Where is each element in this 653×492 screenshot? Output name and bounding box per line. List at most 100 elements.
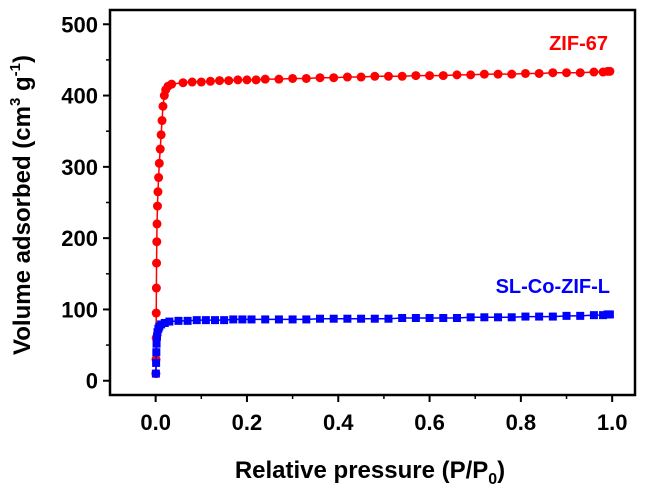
x-tick-label: 1.0 bbox=[597, 410, 628, 435]
x-tick-label: 0.0 bbox=[140, 410, 171, 435]
data-point bbox=[438, 71, 448, 81]
data-point bbox=[152, 339, 161, 348]
data-point bbox=[397, 71, 407, 81]
data-point bbox=[151, 283, 161, 293]
y-tick-label: 300 bbox=[61, 155, 98, 180]
data-point bbox=[466, 70, 476, 80]
data-point bbox=[160, 318, 169, 327]
data-point bbox=[521, 312, 530, 321]
data-point bbox=[158, 101, 168, 111]
data-point bbox=[507, 313, 516, 322]
data-point bbox=[494, 313, 503, 322]
data-point bbox=[575, 68, 585, 78]
data-point bbox=[548, 312, 557, 321]
data-point bbox=[211, 316, 219, 325]
data-point bbox=[201, 316, 210, 325]
data-point bbox=[288, 73, 298, 83]
data-point bbox=[562, 311, 571, 320]
data-point bbox=[316, 314, 324, 323]
data-point bbox=[153, 187, 163, 197]
data-point bbox=[165, 317, 174, 326]
data-point bbox=[480, 313, 489, 322]
data-point bbox=[224, 76, 234, 86]
y-axis-title: Volume adsorbed (cm3 g-1) bbox=[7, 55, 36, 355]
data-point bbox=[251, 75, 261, 85]
data-point bbox=[548, 68, 558, 78]
data-point bbox=[343, 314, 352, 323]
x-tick-label: 0.6 bbox=[414, 410, 445, 435]
data-point bbox=[301, 73, 311, 83]
data-point bbox=[229, 315, 238, 324]
data-point bbox=[599, 311, 608, 320]
data-point bbox=[274, 74, 284, 84]
data-point bbox=[479, 69, 489, 79]
data-point bbox=[535, 312, 544, 321]
data-point bbox=[329, 73, 339, 83]
x-tick-label: 0.2 bbox=[232, 410, 263, 435]
plot-frame bbox=[108, 8, 637, 397]
data-point bbox=[398, 314, 407, 322]
data-point bbox=[466, 313, 475, 322]
data-point bbox=[261, 315, 270, 324]
data-point bbox=[425, 71, 435, 81]
data-point bbox=[411, 71, 421, 81]
data-point bbox=[192, 316, 201, 325]
series-line bbox=[155, 70, 610, 374]
data-point bbox=[562, 68, 572, 78]
data-point bbox=[196, 77, 206, 87]
y-tick-label: 200 bbox=[61, 226, 98, 251]
data-point bbox=[152, 219, 162, 229]
data-point bbox=[342, 72, 352, 82]
data-point bbox=[534, 68, 544, 78]
data-point bbox=[452, 314, 461, 322]
data-point bbox=[384, 314, 393, 323]
data-point bbox=[356, 72, 366, 82]
data-point bbox=[152, 237, 162, 247]
y-tick-label: 100 bbox=[61, 297, 98, 322]
y-tick-label: 0 bbox=[86, 369, 98, 394]
data-point bbox=[152, 258, 162, 268]
data-point bbox=[357, 314, 366, 323]
data-point bbox=[167, 79, 177, 89]
data-point bbox=[152, 201, 162, 211]
series-label-zif-67: ZIF-67 bbox=[549, 33, 608, 55]
data-point bbox=[151, 308, 161, 318]
data-point bbox=[151, 369, 160, 378]
data-point bbox=[157, 116, 167, 126]
data-point bbox=[370, 314, 379, 323]
data-point bbox=[242, 75, 252, 85]
data-point bbox=[152, 348, 161, 357]
data-point bbox=[154, 158, 164, 168]
y-tick-label: 400 bbox=[61, 84, 98, 109]
data-point bbox=[520, 68, 530, 78]
data-point bbox=[576, 311, 585, 320]
data-point bbox=[154, 173, 164, 183]
data-point bbox=[178, 78, 188, 88]
data-point bbox=[215, 76, 225, 86]
data-point bbox=[329, 314, 338, 323]
series-layer bbox=[151, 66, 615, 379]
data-point bbox=[205, 76, 215, 86]
data-point bbox=[187, 77, 197, 87]
data-point bbox=[605, 310, 614, 319]
data-point bbox=[493, 69, 503, 79]
x-axis-title: Relative pressure (P/P0) bbox=[235, 457, 505, 488]
y-tick-label: 500 bbox=[61, 12, 98, 37]
data-point bbox=[183, 316, 192, 325]
series-zif-67 bbox=[151, 66, 615, 379]
data-point bbox=[315, 73, 325, 83]
data-point bbox=[153, 332, 162, 341]
data-point bbox=[383, 71, 393, 81]
data-point bbox=[452, 70, 462, 80]
data-point bbox=[238, 315, 247, 324]
data-point bbox=[174, 316, 183, 325]
data-point bbox=[605, 66, 615, 76]
data-point bbox=[155, 144, 165, 154]
data-point bbox=[247, 315, 256, 324]
data-point bbox=[288, 315, 297, 324]
data-point bbox=[260, 74, 270, 84]
series-sl-co-zif-l bbox=[151, 310, 614, 378]
data-point bbox=[425, 314, 434, 322]
data-point bbox=[439, 314, 448, 322]
